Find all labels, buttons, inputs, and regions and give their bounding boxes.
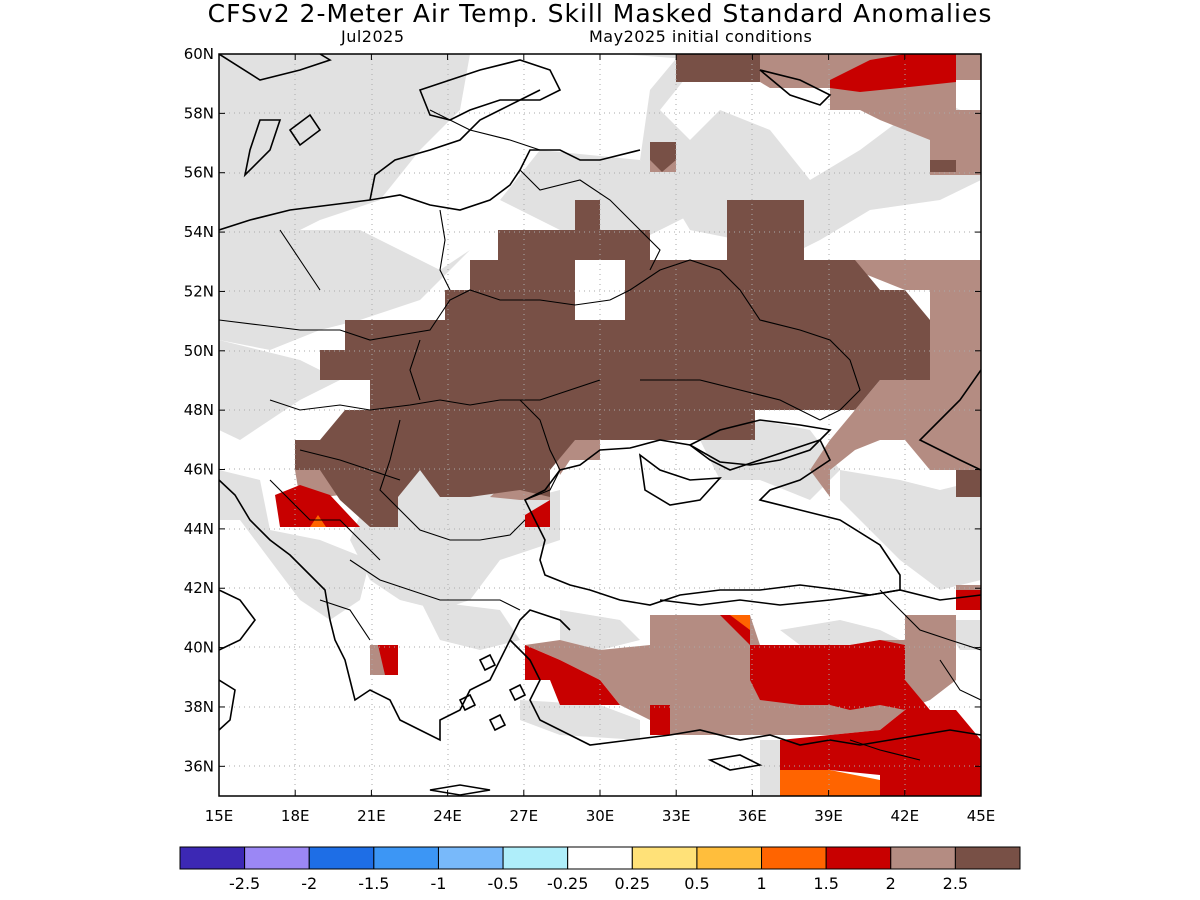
- turkey-coast: [509, 639, 981, 746]
- colorbar-swatch: [761, 846, 827, 870]
- colorbar-label: 1.5: [813, 874, 838, 893]
- azov-coast: [688, 419, 832, 466]
- lat-tick-label: 44N: [184, 520, 214, 538]
- lat-tick-label: 36N: [184, 757, 214, 775]
- colorbar-label: -2.5: [229, 874, 260, 893]
- colorbar-label: -2: [301, 874, 317, 893]
- lat-tick-label: 42N: [184, 579, 214, 597]
- lat-tick-label: 56N: [184, 164, 214, 182]
- lat-tick-label: 60N: [184, 45, 214, 63]
- longitude-axis: 15E 18E 21E 24E 27E 30E 33E 36E 39E 42E 45E: [205, 54, 996, 825]
- colorbar-swatch: [179, 846, 246, 870]
- lat-tick-label: 48N: [184, 401, 214, 419]
- colorbar-swatch: [890, 846, 956, 870]
- lon-tick-label: 45E: [967, 807, 996, 825]
- lon-tick-label: 18E: [281, 807, 310, 825]
- colorbar-label: 2: [886, 874, 896, 893]
- coastlines: [219, 54, 981, 796]
- colorbar-swatch: [696, 846, 763, 870]
- colorbar-swatch: [373, 846, 439, 870]
- black-sea-coast: [523, 439, 901, 606]
- colorbar-swatch: [567, 846, 633, 870]
- lon-tick-label: 36E: [738, 807, 767, 825]
- colorbar-label: 0.5: [684, 874, 709, 893]
- lon-tick-label: 24E: [433, 807, 462, 825]
- country-borders: [219, 109, 981, 761]
- colorbar: -2.5 -2 -1.5 -1 -0.5 -0.25 0.25 0.5 1 1.5 2 2.5: [179, 846, 1021, 893]
- baltic-coast: [219, 149, 641, 231]
- colorbar-label: -0.5: [487, 874, 518, 893]
- lon-tick-label: 42E: [891, 807, 920, 825]
- colorbar-swatch: [954, 846, 1021, 870]
- lon-tick-label: 21E: [357, 807, 386, 825]
- colorbar-swatch: [437, 846, 504, 870]
- lat-tick-label: 50N: [184, 342, 214, 360]
- colorbar-label: -1: [430, 874, 446, 893]
- colorbar-swatch: [244, 846, 310, 870]
- latitude-axis: 36N 38N 40N 42N 44N 46N 48N 50N 52N 54N 56N 58N 60N: [184, 45, 981, 775]
- colorbar-label: -0.25: [547, 874, 588, 893]
- colorbar-label: 2.5: [943, 874, 968, 893]
- adriatic-coast: [219, 479, 571, 742]
- lat-tick-label: 38N: [184, 698, 214, 716]
- colorbar-swatch: [631, 846, 698, 870]
- colorbar-swatch: [308, 846, 375, 870]
- lon-tick-label: 15E: [205, 807, 234, 825]
- colorbar-swatch: [502, 846, 569, 870]
- anomaly-1-to-1.5: [310, 515, 880, 796]
- lat-tick-label: 40N: [184, 639, 214, 657]
- lon-tick-label: 33E: [662, 807, 691, 825]
- lat-tick-label: 46N: [184, 461, 214, 479]
- lon-tick-label: 30E: [586, 807, 615, 825]
- lat-tick-label: 54N: [184, 223, 214, 241]
- map-title: CFSv2 2-Meter Air Temp. Skill Masked Sta…: [207, 0, 993, 28]
- lat-tick-label: 58N: [184, 104, 214, 122]
- lon-tick-label: 39E: [814, 807, 843, 825]
- colorbar-label: -1.5: [358, 874, 389, 893]
- valid-month: Jul2025: [341, 27, 405, 46]
- initial-conditions: May2025 initial conditions: [589, 27, 813, 46]
- map-grid: [219, 54, 981, 796]
- anomaly-1.5-to-2: [275, 54, 981, 796]
- lon-tick-label: 27E: [510, 807, 539, 825]
- colorbar-label: 1: [756, 874, 766, 893]
- colorbar-label: 0.25: [614, 874, 650, 893]
- lat-tick-label: 52N: [184, 282, 214, 300]
- colorbar-swatch: [825, 846, 892, 870]
